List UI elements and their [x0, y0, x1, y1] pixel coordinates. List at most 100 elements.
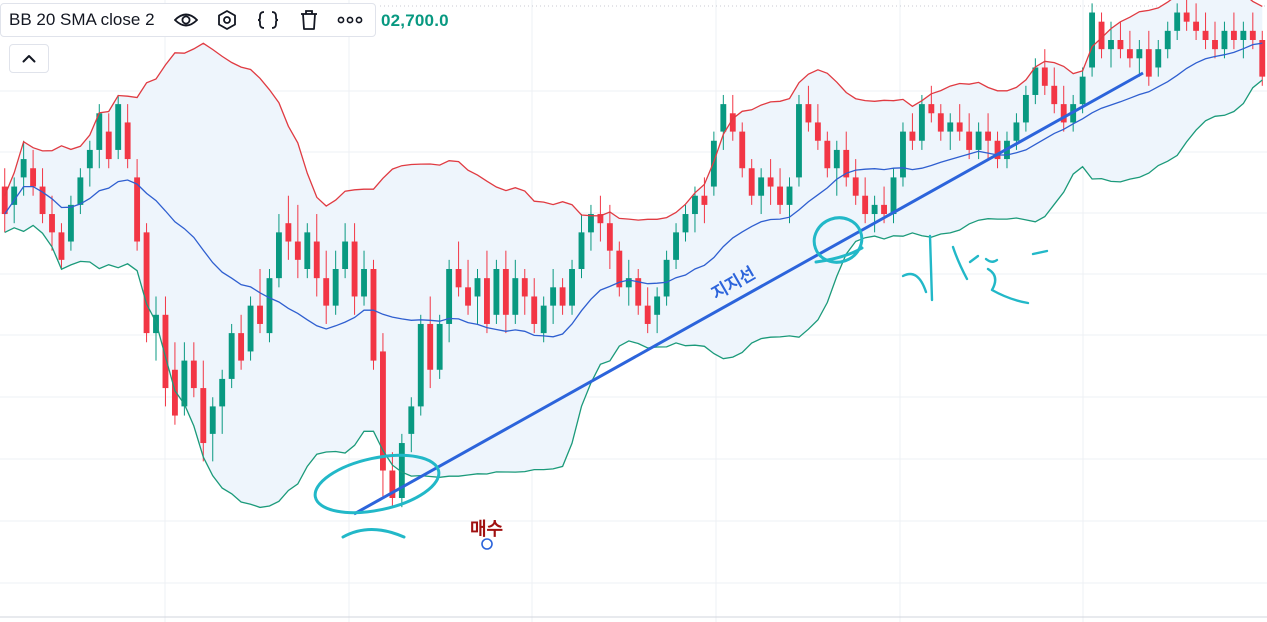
candle-body: [238, 333, 245, 361]
candle-body: [427, 323, 434, 370]
candle: [616, 241, 623, 297]
candle: [550, 269, 557, 324]
indicator-legend-value: 02,700.0: [381, 11, 449, 30]
candle: [843, 131, 850, 187]
candle: [1164, 21, 1171, 59]
candle: [247, 296, 254, 361]
candle-body: [1259, 40, 1266, 77]
candle-body: [313, 241, 320, 279]
candle-body: [266, 278, 273, 334]
more-icon[interactable]: [333, 6, 367, 34]
candle: [767, 159, 774, 205]
candle: [304, 223, 311, 279]
candle: [332, 250, 339, 315]
candle-body: [1, 186, 8, 215]
candle: [739, 122, 746, 178]
candle-body: [956, 122, 963, 132]
settings-hexagon-icon[interactable]: [210, 6, 244, 34]
candle-body: [143, 232, 150, 334]
candle-body: [729, 113, 736, 132]
handwritten-stroke: [968, 254, 980, 264]
candle-body: [67, 204, 74, 242]
handwritten-stroke: [928, 234, 934, 302]
candle: [559, 278, 566, 315]
candle: [465, 259, 471, 315]
candle-body: [928, 104, 935, 114]
candle-body: [294, 241, 301, 260]
candle: [682, 204, 689, 242]
candle: [49, 195, 55, 251]
bollinger-basis-line: [4, 42, 1263, 338]
candle: [342, 223, 349, 279]
candle: [578, 214, 585, 279]
eye-icon[interactable]: [169, 6, 203, 34]
candle: [635, 269, 642, 315]
candle: [238, 314, 245, 370]
support-touch-circle: [812, 216, 864, 264]
candle-body: [228, 333, 235, 379]
bollinger-upper-band: [4, 0, 1263, 221]
candle-body: [966, 131, 973, 150]
candle-body: [96, 113, 103, 150]
candle: [833, 140, 840, 196]
candle-body: [663, 259, 670, 297]
candle-body: [417, 323, 424, 407]
candle-body: [559, 287, 566, 306]
candle-body: [181, 360, 188, 407]
candle: [644, 287, 651, 334]
candle: [1259, 30, 1266, 86]
candle-body: [209, 406, 216, 434]
candle: [588, 204, 594, 251]
candle-body: [1221, 30, 1228, 50]
support-trendline[interactable]: [353, 71, 1144, 516]
candle-body: [540, 305, 547, 334]
source-code-icon[interactable]: [251, 6, 285, 34]
candle: [918, 94, 925, 150]
candle-body: [1249, 30, 1256, 40]
candle: [162, 296, 169, 407]
candle-body: [436, 323, 443, 370]
candle-body: [682, 214, 689, 233]
candle: [1098, 12, 1105, 59]
candle: [398, 433, 405, 508]
candle: [1, 168, 8, 233]
candle: [474, 269, 481, 324]
candle-body: [597, 214, 604, 224]
candle-body: [937, 113, 944, 132]
candle-body: [275, 232, 282, 279]
candle-body: [332, 269, 339, 306]
candle: [692, 186, 698, 233]
candle-body: [947, 122, 954, 132]
candle-body: [86, 149, 93, 169]
candle-body: [758, 177, 765, 196]
candle: [994, 131, 1001, 169]
candle-body: [673, 232, 679, 260]
candle: [512, 259, 519, 324]
legend-collapse-button[interactable]: [9, 44, 49, 73]
candle-body: [644, 305, 651, 324]
candle-body: [701, 195, 708, 205]
candle-body: [1202, 30, 1209, 40]
candle-body: [720, 104, 727, 132]
candle-body: [351, 241, 358, 297]
candle: [1174, 3, 1181, 40]
candle: [597, 195, 604, 242]
candle-body: [446, 269, 453, 324]
candle-body: [918, 104, 925, 141]
candle-body: [900, 131, 906, 178]
candle: [1155, 40, 1162, 77]
candle-body: [606, 223, 613, 251]
trash-icon[interactable]: [292, 6, 326, 34]
candle: [805, 85, 812, 132]
candle-body: [1230, 30, 1237, 40]
candle-body: [1136, 49, 1143, 59]
candle-body: [824, 140, 831, 169]
candle-body: [342, 241, 349, 269]
candle-body: [493, 269, 500, 315]
candle: [86, 140, 93, 187]
candle-body: [852, 177, 859, 196]
candle: [985, 113, 992, 160]
handwritten-stroke: [901, 272, 928, 294]
candle: [493, 259, 500, 324]
